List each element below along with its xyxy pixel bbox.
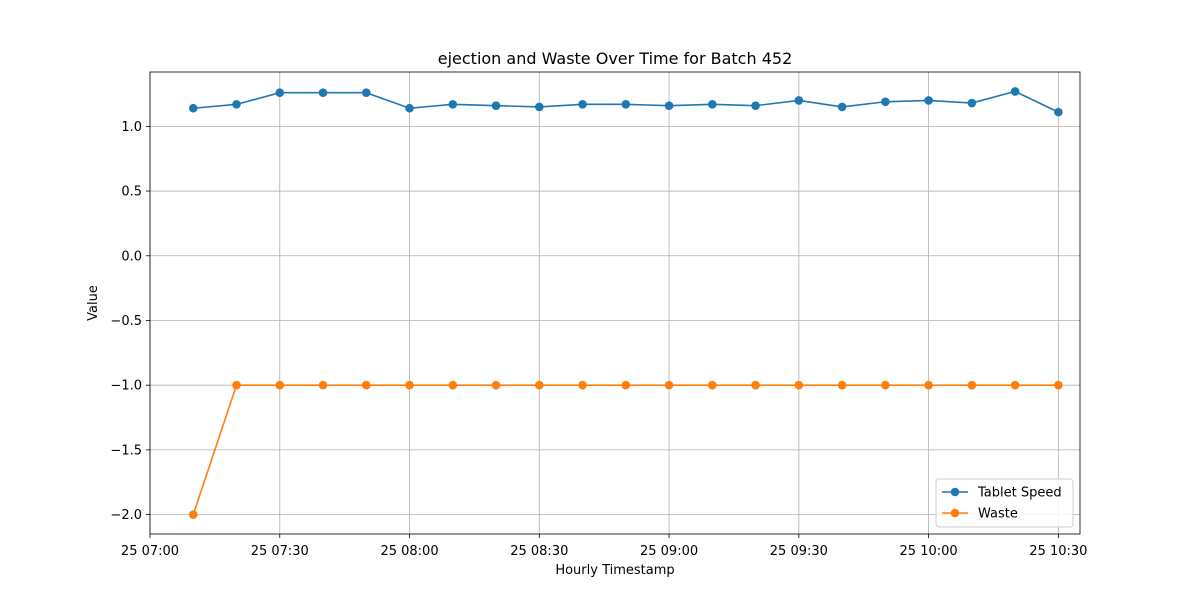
x-tick-label: 25 07:30: [251, 544, 309, 559]
data-point: [1054, 380, 1063, 390]
data-point: [837, 380, 847, 390]
y-tick-label: −2.0: [110, 508, 142, 523]
data-point: [491, 101, 501, 110]
x-tick-label: 25 10:00: [900, 544, 958, 559]
data-point: [188, 103, 198, 113]
data-point: [188, 510, 198, 519]
data-point: [318, 88, 328, 98]
data-point: [578, 100, 587, 109]
data-point: [708, 100, 717, 109]
x-tick-label: 25 08:30: [510, 544, 568, 559]
data-point: [794, 96, 804, 105]
y-tick-label: −1.0: [110, 379, 142, 394]
data-point: [232, 380, 241, 390]
data-point: [232, 100, 241, 109]
legend-label: Waste: [978, 507, 1018, 522]
legend-marker: [950, 508, 960, 518]
data-point: [924, 380, 933, 390]
y-tick-label: 1.0: [121, 120, 142, 135]
data-point: [1010, 87, 1020, 96]
data-point: [405, 380, 414, 390]
y-tick-label: 0.0: [121, 249, 142, 264]
data-point: [1054, 107, 1063, 117]
y-tick-label: −0.5: [110, 314, 142, 329]
y-tick-label: 0.5: [121, 185, 142, 200]
data-point: [837, 102, 847, 112]
grid: [149, 72, 1080, 534]
y-tick-label: −1.5: [110, 443, 142, 458]
data-point: [535, 102, 544, 112]
data-point: [448, 100, 458, 109]
data-point: [967, 98, 977, 108]
data-point: [318, 380, 328, 390]
data-point: [751, 380, 760, 390]
data-point: [275, 88, 285, 98]
data-point: [405, 103, 414, 113]
legend: Tablet Speed Waste: [935, 478, 1074, 528]
data-point: [664, 101, 674, 110]
series-2: [188, 380, 1063, 519]
data-point: [578, 380, 587, 390]
series-1: [188, 87, 1063, 117]
data-point: [275, 380, 285, 390]
data-point: [664, 380, 674, 390]
data-point: [621, 380, 631, 390]
plot-area: [149, 71, 1081, 535]
data-point: [448, 380, 458, 390]
data-point: [967, 380, 977, 390]
data-point: [924, 96, 933, 105]
data-point: [361, 88, 371, 98]
legend-marker: [950, 487, 960, 497]
data-point: [881, 97, 890, 107]
legend-box: [935, 478, 1074, 528]
data-point: [535, 380, 544, 390]
y-axis-title: Value: [86, 285, 101, 321]
axis-ticks: 25 07:00 25 07:30 25 08:00 25 08:30 25 09:00…: [110, 120, 1087, 559]
series-group: [188, 87, 1063, 519]
data-point: [1010, 380, 1020, 390]
x-tick-label: 25 09:30: [770, 544, 828, 559]
legend-label: Tablet Speed: [977, 486, 1062, 501]
data-point: [491, 380, 501, 390]
data-point: [794, 380, 804, 390]
data-point: [751, 101, 760, 110]
x-tick-label: 25 09:00: [640, 544, 698, 559]
chart-title: ejection and Waste Over Time for Batch 4…: [438, 49, 793, 68]
data-point: [708, 380, 717, 390]
x-axis-title: Hourly Timestamp: [555, 563, 674, 578]
x-tick-label: 25 10:30: [1029, 544, 1087, 559]
x-tick-label: 25 08:00: [380, 544, 438, 559]
data-point: [621, 100, 631, 109]
data-point: [881, 380, 890, 390]
data-point: [361, 380, 371, 390]
x-tick-label: 25 07:00: [121, 544, 179, 559]
